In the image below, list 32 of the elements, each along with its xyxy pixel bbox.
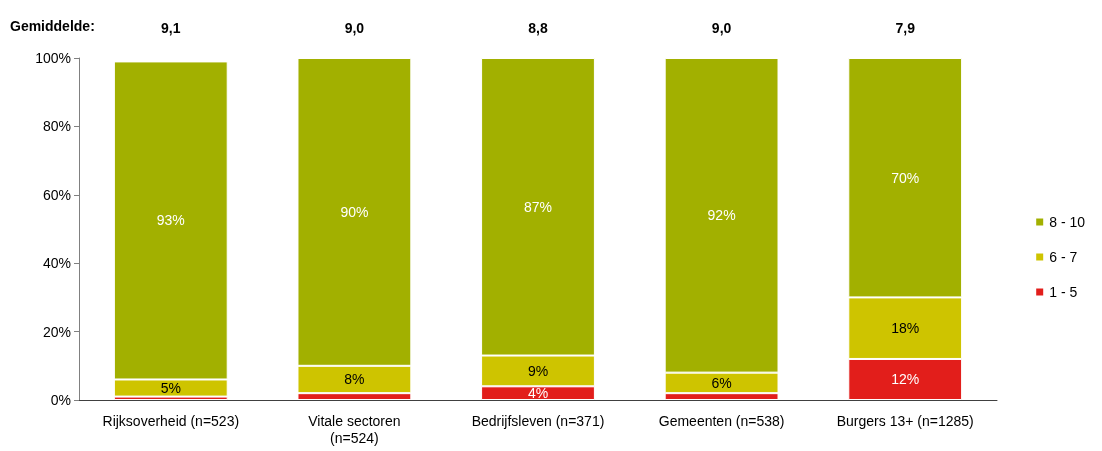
x-tick-label: Vitale sectoren (n=524) [308,412,401,446]
x-tick-label: Bedrijfsleven (n=371) [471,412,605,429]
legend-label: 1 - 5 [1049,284,1078,300]
data-label: 6% [711,374,732,391]
data-label: 9% [527,362,549,379]
data-label: 87% [523,198,553,215]
text: 9,0 [711,20,732,36]
data-label: 4% [527,385,549,402]
text: 9,0 [344,20,365,36]
data-label: 92% [707,207,736,224]
data-label: 8% [344,371,365,388]
x-tick-label: Burgers 13+ (n=1285) [836,412,974,429]
y-tick-label: 60% [42,186,71,203]
data-label: 70% [891,169,920,186]
y-tick-label: 40% [42,255,71,272]
x-tick-label: Rijksoverheid (n=523) [102,412,240,429]
text: 7,9 [895,20,916,36]
y-tick-label: 20% [42,323,71,340]
x-tick-label: Gemeenten (n=538) [658,412,785,429]
text: Gemiddelde: [10,18,95,34]
data-label: 93% [156,212,185,229]
legend-label: 6 - 7 [1049,249,1078,265]
y-tick-label: 100% [35,50,71,66]
data-label: 5% [160,380,181,397]
text: 9,1 [161,20,181,36]
data-label: 18% [891,320,920,337]
y-tick-label: 80% [42,118,71,135]
legend-label: 8 - 10 [1049,214,1086,230]
data-label: 90% [340,203,369,220]
y-tick-label: 0% [50,392,71,408]
data-label: 12% [891,371,920,388]
text: 8,8 [528,20,548,36]
